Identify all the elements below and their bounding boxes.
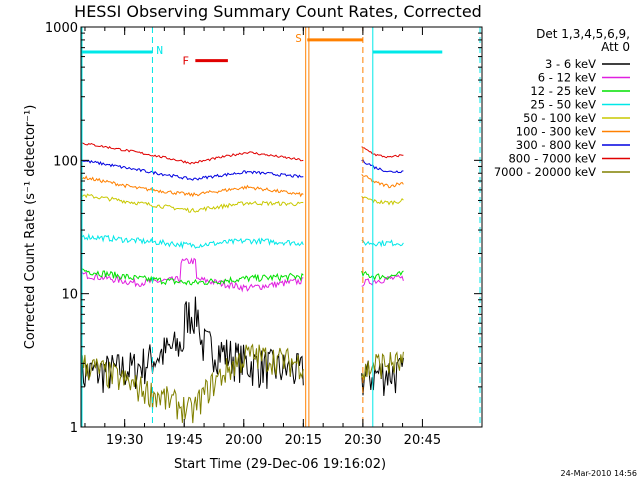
x-tick-label-1: 19:45 (165, 433, 202, 448)
x-axis-label: Start Time (29-Dec-06 19:16:02) (174, 457, 386, 472)
flag-layer: N F S (81, 27, 481, 427)
x-axis: 19:30 19:45 20:00 20:15 20:30 20:45 (84, 27, 441, 448)
x-tick-label-2: 20:00 (225, 433, 262, 448)
y-axis-label: Corrected Count Rate (s⁻¹ detector⁻¹) (23, 105, 38, 350)
legend-label-2: 12 - 25 keV (530, 84, 596, 98)
series-layer (80, 142, 404, 424)
series-line-5 (80, 174, 404, 198)
y-axis: 1 10 100 1000 (45, 21, 482, 436)
series-line-1 (80, 257, 404, 293)
flag-n-label: N (156, 44, 163, 57)
flag-f-label: F (182, 55, 189, 68)
y-tick-label-2: 100 (53, 154, 78, 169)
series-line-3 (80, 232, 404, 250)
series-line-4 (80, 192, 404, 213)
legend-label-7: 800 - 7000 keV (508, 152, 596, 166)
legend-label-0: 3 - 6 keV (545, 57, 596, 71)
legend-label-5: 100 - 300 keV (516, 125, 596, 139)
series-line-2 (80, 268, 404, 286)
legend-label-4: 50 - 100 keV (523, 111, 596, 125)
series-line-7 (80, 142, 404, 165)
legend-label-1: 6 - 12 keV (538, 71, 596, 85)
x-tick-label-3: 20:15 (285, 433, 322, 448)
x-tick-label-5: 20:45 (404, 433, 441, 448)
y-tick-label-3: 1000 (45, 21, 78, 36)
chart-title: HESSI Observing Summary Count Rates, Cor… (74, 2, 482, 21)
y-tick-label-1: 10 (61, 288, 78, 303)
series-line-6 (80, 158, 404, 181)
flag-s-label: S (295, 32, 302, 45)
legend-header-line1: Det 1,3,4,5,6,9, (536, 27, 630, 41)
legend-label-8: 7000 - 20000 keV (494, 165, 596, 179)
series-line-8 (80, 343, 404, 424)
x-tick-label-0: 19:30 (106, 433, 143, 448)
plot-frame (80, 26, 483, 428)
x-tick-label-4: 20:30 (344, 433, 381, 448)
y-tick-label-0: 1 (70, 421, 78, 436)
legend-label-6: 300 - 800 keV (516, 138, 596, 152)
footer-timestamp: 24-Mar-2010 14:56 (561, 469, 638, 478)
legend-label-3: 25 - 50 keV (530, 98, 596, 112)
legend-header-line2: Att 0 (601, 40, 630, 54)
